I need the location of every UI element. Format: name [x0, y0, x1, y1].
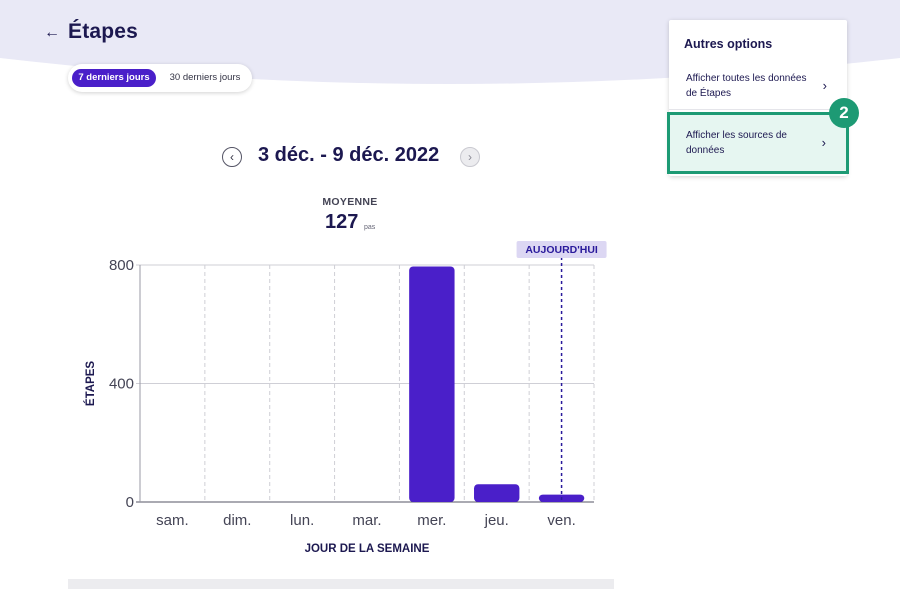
show-all-data-label: Afficher toutes les données de Étapes	[686, 73, 807, 99]
show-data-sources-label: Afficher les sources de données	[686, 130, 787, 156]
show-all-data-link[interactable]: Afficher toutes les données de Étapes ›	[669, 70, 847, 110]
average-unit: pas	[364, 224, 376, 231]
y-axis-title: ÉTAPES	[84, 361, 97, 406]
range-option-30-days[interactable]: 30 derniers jours	[169, 72, 241, 83]
back-arrow-icon[interactable]: ←	[44, 24, 60, 41]
date-navigator: ‹ 3 déc. - 9 déc. 2022 ›	[222, 144, 482, 170]
average-label: MOYENNE	[322, 196, 378, 208]
other-options-panel: Autres options Afficher toutes les donné…	[667, 20, 849, 176]
show-data-sources-link[interactable]: Afficher les sources de données ›	[667, 112, 849, 174]
date-range-label: 3 déc. - 9 déc. 2022	[258, 144, 440, 166]
panel-title: Autres options	[684, 37, 773, 51]
bar-jeu	[474, 484, 520, 502]
step-number-badge: 2	[829, 98, 859, 128]
y-tick-label: 800	[109, 257, 134, 274]
bar-mer	[409, 266, 455, 502]
average-value: 127	[325, 211, 359, 233]
today-marker-label: AUJOURD'HUI	[525, 244, 598, 256]
y-tick-label: 0	[126, 494, 134, 511]
x-tick-label: lun.	[290, 512, 314, 529]
y-tick-label: 400	[109, 376, 134, 393]
chevron-right-icon[interactable]: ›	[460, 147, 480, 167]
x-tick-label: mer.	[417, 512, 446, 529]
today-marker-badge	[516, 241, 607, 258]
range-toggle: 7 derniers jours 30 derniers jours	[68, 64, 252, 92]
x-tick-label: jeu.	[484, 512, 509, 529]
chevron-left-icon[interactable]: ‹	[222, 147, 242, 167]
chevron-right-icon: ›	[822, 78, 827, 93]
page-title: Étapes	[68, 20, 139, 43]
x-tick-label: sam.	[156, 512, 189, 529]
x-tick-label: dim.	[223, 512, 251, 529]
chevron-right-icon: ›	[821, 135, 826, 150]
range-option-7-days[interactable]: 7 derniers jours	[72, 69, 156, 87]
x-axis-title: JOUR DE LA SEMAINE	[305, 543, 430, 555]
steps-bar-chart: 0 400 800 AUJOURD'HUI sam. dim. lun. mar. mer. je…	[84, 241, 607, 555]
x-tick-label: mar.	[352, 512, 381, 529]
bottom-section-edge	[68, 579, 614, 589]
x-tick-label: ven.	[547, 512, 575, 529]
